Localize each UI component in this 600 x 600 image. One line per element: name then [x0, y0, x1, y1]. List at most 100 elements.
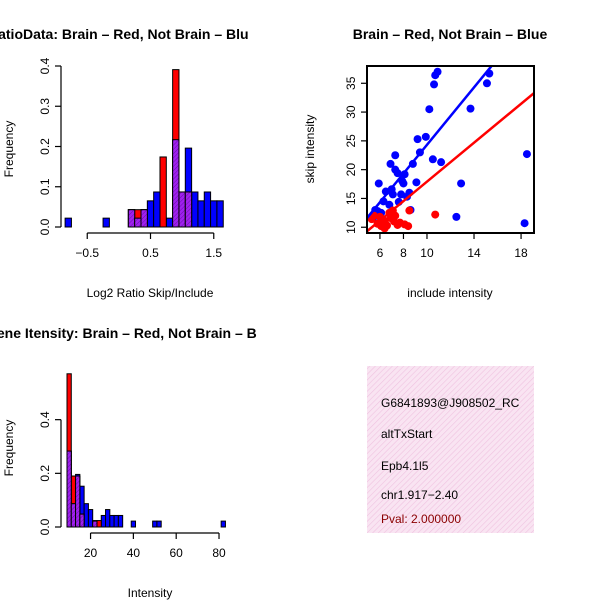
ratio-histogram-axes: −0.5 0.5 1.5 0.0 0.1 0.2 0.3 0.4	[38, 57, 222, 260]
intensity-scatter-y-tick-label: 30	[344, 105, 358, 119]
intensity-scatter-ylabel: skip intensity	[303, 115, 317, 184]
blue-fit-line	[367, 66, 494, 219]
intensity-scatter-panel: Brain – Red, Not Brain – Blue 6 8 10 14 18 10…	[303, 26, 548, 300]
red-point	[404, 222, 413, 231]
gene-intensity-axes: 20 40 60 80 0.0 0.2 0.4	[38, 411, 226, 560]
intensity-scatter-x-tick-label: 14	[467, 246, 481, 260]
intensity-scatter-x-tick-label: 10	[420, 246, 434, 260]
blue-point	[522, 150, 531, 159]
ratio-histogram-y-tick-label: 0.0	[38, 218, 52, 235]
gene-intensity-blue-bar	[152, 520, 158, 528]
intensity-scatter-xlabel: include intensity	[407, 286, 492, 300]
ratio-histogram-blue-bar	[203, 191, 212, 228]
intensity-scatter-plot	[367, 66, 534, 233]
info-event-type: altTxStart	[381, 427, 433, 441]
intensity-scatter-x-tick-label: 18	[514, 246, 528, 260]
blue-point	[399, 179, 408, 188]
info-pvalue: Pval: 2.000000	[381, 512, 461, 526]
intensity-scatter-y-tick-label: 15	[344, 191, 358, 205]
ratio-histogram-blue-bar	[146, 200, 155, 228]
gene-intensity-overlap-bar	[79, 513, 85, 528]
info-genomic-location: chr1.917−2.40	[381, 488, 458, 502]
ratio-histogram-y-tick-label: 0.1	[38, 178, 52, 195]
red-point	[391, 211, 400, 220]
blue-point	[421, 132, 430, 141]
blue-point	[520, 219, 529, 228]
blue-point	[391, 151, 400, 160]
intensity-scatter-y-tick-label: 20	[344, 163, 358, 177]
blue-point	[425, 105, 434, 114]
ratio-histogram-overlap-bar	[178, 191, 186, 228]
ratio-histogram-overlap-bar	[140, 209, 148, 228]
blue-point	[437, 158, 446, 167]
gene-intensity-red-bar	[96, 520, 102, 528]
red-point	[382, 221, 391, 230]
gene-intensity-blue-bar	[156, 520, 162, 528]
gene-intensity-blue-bar	[109, 514, 115, 528]
gene-intensity-y-tick-label: 0.0	[38, 518, 52, 535]
blue-point	[393, 169, 402, 178]
gene-intensity-bars	[66, 373, 226, 528]
red-point	[405, 206, 414, 215]
gene-intensity-blue-bar	[117, 514, 124, 528]
info-event-id: G6841893@J908502_RC	[381, 396, 520, 410]
intensity-scatter-frame-top	[366, 65, 535, 234]
ratio-histogram-ylabel: Frequency	[2, 121, 16, 178]
ratio-histogram-title: RatioData: Brain – Red, Not Brain – Blu	[0, 26, 249, 42]
red-point	[431, 210, 440, 219]
gene-intensity-blue-bar	[100, 514, 107, 528]
gene-intensity-ylabel: Frequency	[2, 420, 16, 477]
gene-intensity-blue-bar	[130, 520, 137, 528]
ratio-histogram-x-tick-label: 1.5	[205, 246, 222, 260]
gene-intensity-blue-bar	[113, 514, 119, 528]
blue-point	[430, 80, 439, 89]
blue-point	[482, 79, 491, 88]
gene-intensity-blue-bar	[105, 509, 111, 528]
gene-intensity-blue-bar	[83, 503, 89, 528]
gene-intensity-y-tick-label: 0.4	[38, 411, 52, 428]
gene-intensity-overlap-bar	[66, 450, 72, 528]
gene-intensity-overlap-bar	[92, 520, 98, 528]
blue-point	[452, 212, 461, 221]
ratio-histogram-red-bar	[159, 156, 167, 228]
gene-intensity-overlap-bar	[70, 503, 77, 528]
red-fit-line	[367, 92, 534, 233]
gene-intensity-x-tick-label: 40	[127, 546, 141, 560]
ratio-histogram-xlabel: Log2 Ratio Skip/Include	[87, 286, 214, 300]
intensity-scatter-x-tick-label: 8	[400, 246, 407, 260]
ratio-histogram-blue-bar	[153, 191, 161, 228]
ratio-histogram-overlap-bar	[134, 217, 142, 228]
ratio-histogram-y-tick-label: 0.3	[38, 98, 52, 115]
intensity-scatter-axes: 6 8 10 14 18 10 15 20 25 30 35	[344, 65, 535, 260]
ratio-histogram-x-tick-label: −0.5	[75, 246, 99, 260]
intensity-scatter-y-tick-label: 10	[344, 220, 358, 234]
gene-intensity-blue-bar	[87, 509, 94, 528]
ratio-histogram-panel: RatioData: Brain – Red, Not Brain – Blu …	[0, 26, 249, 300]
ratio-histogram-blue-bar	[165, 217, 174, 228]
blue-point	[385, 200, 394, 209]
intensity-scatter-y-tick-label: 25	[344, 134, 358, 148]
blue-point	[413, 135, 422, 144]
ratio-histogram-bars	[64, 69, 224, 228]
intensity-scatter-title: Brain – Red, Not Brain – Blue	[353, 26, 548, 42]
blue-point	[457, 179, 466, 188]
blue-point	[433, 67, 442, 76]
blue-point	[412, 178, 421, 187]
gene-intensity-overlap-bar	[75, 475, 81, 528]
blue-point	[386, 159, 395, 168]
ratio-histogram-blue-bar	[64, 217, 72, 228]
ratio-histogram-overlap-bar	[127, 209, 136, 228]
blue-point	[466, 104, 475, 113]
intensity-scatter-x-tick-label: 6	[377, 246, 384, 260]
ratio-histogram-blue-bar	[210, 200, 218, 228]
gene-intensity-x-tick-label: 80	[212, 546, 226, 560]
ratio-histogram-blue-bar	[216, 200, 224, 228]
ratio-histogram-y-tick-label: 0.4	[38, 57, 52, 74]
info-gene-symbol: Epb4.1l5	[381, 459, 429, 473]
info-panel: G6841893@J908502_RC altTxStart Epb4.1l5 …	[367, 366, 534, 533]
gene-intensity-panel: Gene Itensity: Brain – Red, Not Brain – …	[0, 325, 257, 600]
ratio-histogram-blue-bar	[102, 217, 110, 228]
info-panel-background	[367, 366, 534, 533]
blue-point	[374, 179, 383, 188]
gene-intensity-x-tick-label: 60	[170, 546, 184, 560]
